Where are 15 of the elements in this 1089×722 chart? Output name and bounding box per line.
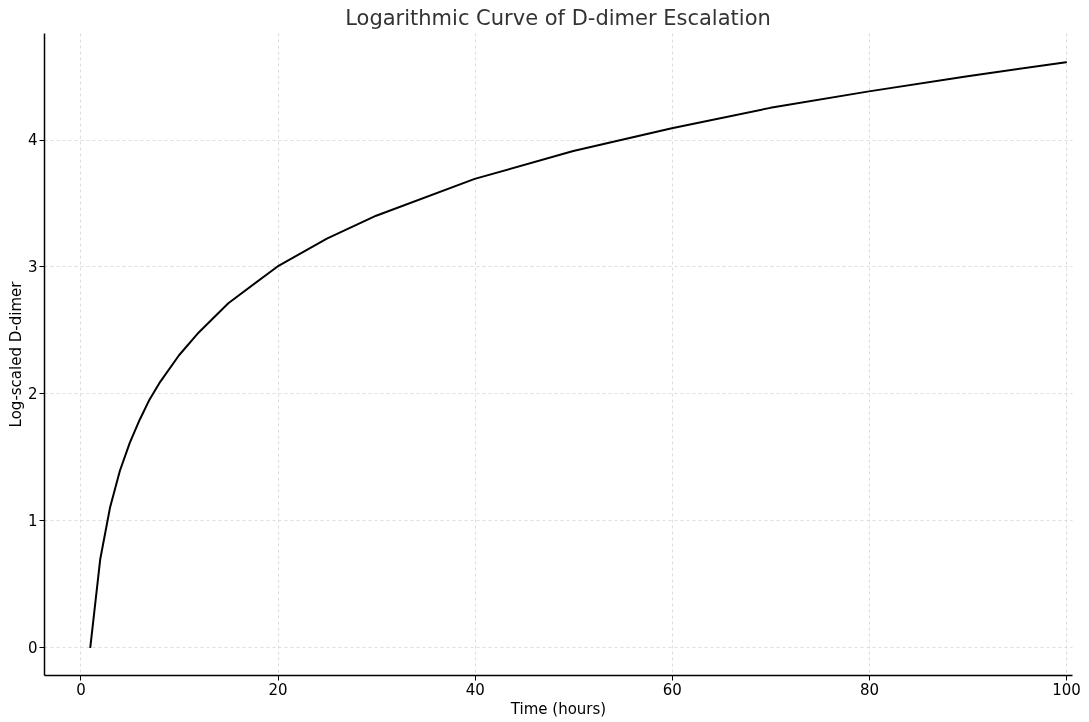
line-series — [89, 61, 1068, 649]
x-tick-label: 100 — [1052, 680, 1081, 699]
y-tick-label: 1 — [27, 511, 38, 530]
x-tick-label: 80 — [859, 680, 880, 699]
x-tick-label: 60 — [662, 680, 682, 699]
x-axis-title: Time (hours) — [509, 699, 607, 718]
y-axis-title: Log-scaled D-dimer — [6, 280, 25, 428]
y-tick-label: 0 — [27, 638, 38, 657]
y-tick-label: 2 — [27, 384, 38, 403]
y-tick-label: 4 — [27, 131, 38, 150]
x-tick-label: 0 — [76, 680, 86, 699]
y-tick-label: 3 — [27, 257, 38, 276]
x-tick-label: 40 — [465, 680, 485, 699]
chart-title: Logarithmic Curve of D-dimer Escalation — [345, 6, 771, 30]
x-tick-label: 20 — [268, 680, 288, 699]
